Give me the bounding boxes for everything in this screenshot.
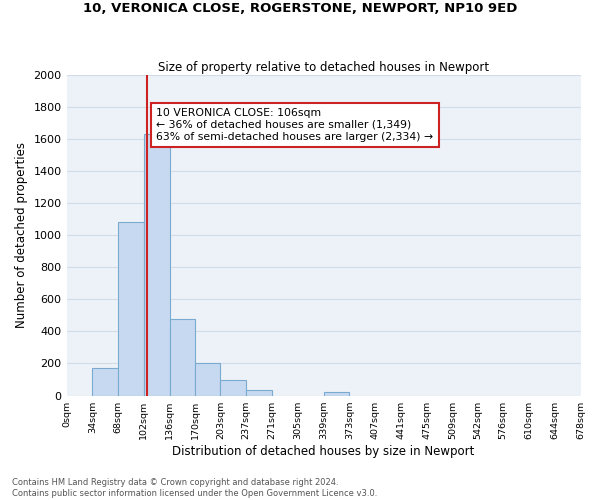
Text: 10 VERONICA CLOSE: 106sqm
← 36% of detached houses are smaller (1,349)
63% of se: 10 VERONICA CLOSE: 106sqm ← 36% of detac… [157,108,434,142]
Text: 10, VERONICA CLOSE, ROGERSTONE, NEWPORT, NP10 9ED: 10, VERONICA CLOSE, ROGERSTONE, NEWPORT,… [83,2,517,16]
Text: Contains HM Land Registry data © Crown copyright and database right 2024.
Contai: Contains HM Land Registry data © Crown c… [12,478,377,498]
Bar [323,392,349,396]
Title: Size of property relative to detached houses in Newport: Size of property relative to detached ho… [158,60,489,74]
Bar [118,222,144,396]
Bar [144,134,170,396]
Bar [170,318,196,396]
Bar [92,368,118,396]
Bar [196,364,220,396]
Y-axis label: Number of detached properties: Number of detached properties [15,142,28,328]
Bar [246,390,272,396]
X-axis label: Distribution of detached houses by size in Newport: Distribution of detached houses by size … [172,444,475,458]
Bar [220,380,246,396]
